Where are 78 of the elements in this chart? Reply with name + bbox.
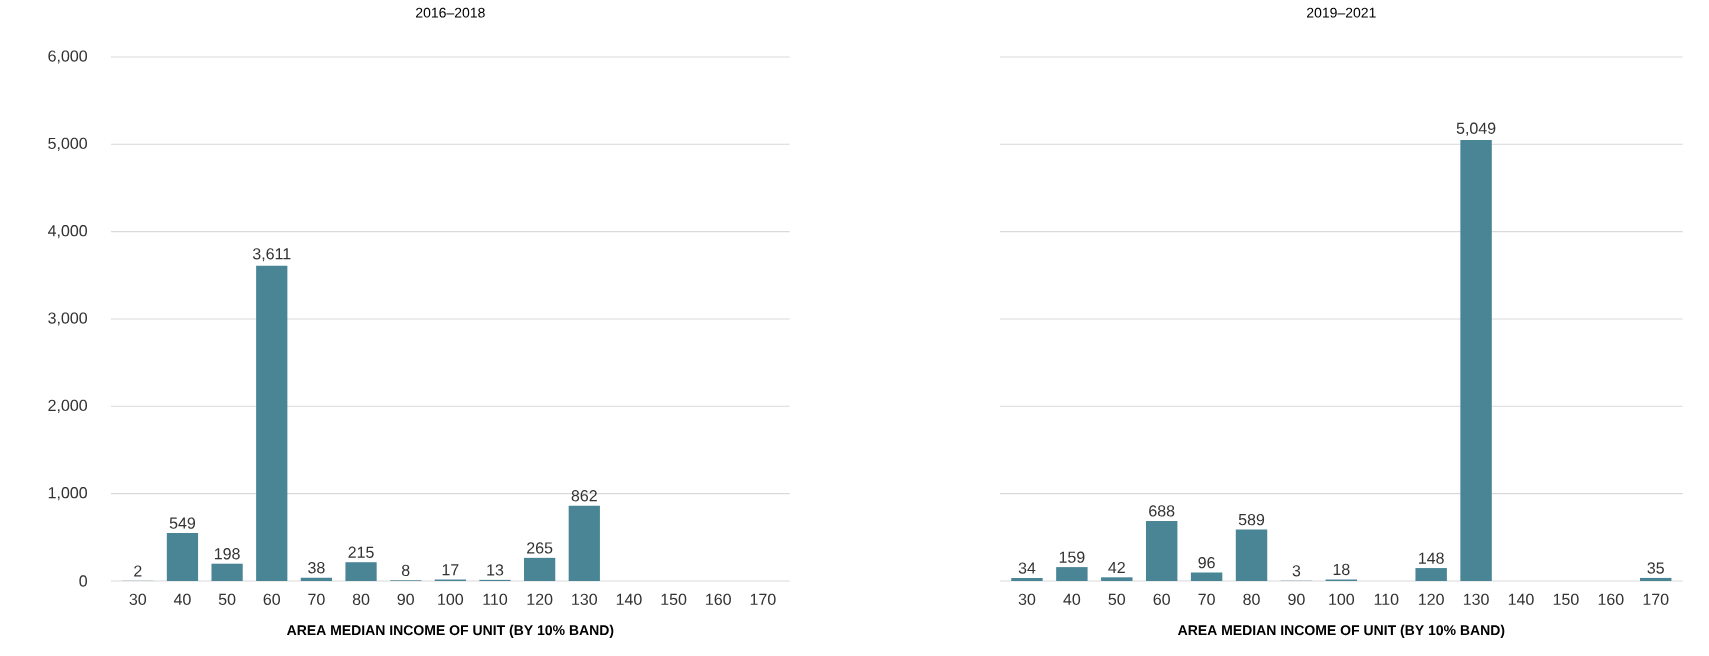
x-tick-label: 90 [397, 593, 414, 606]
x-tick-label: 170 [1643, 593, 1669, 606]
x-tick-label: 110 [1374, 593, 1399, 606]
data-label: 549 [169, 517, 196, 529]
bar [1011, 578, 1043, 581]
bar [568, 505, 600, 581]
bar [1235, 529, 1268, 581]
x-axis-title: AREA MEDIAN INCOME OF UNIT (BY 10% BAND) [1177, 624, 1505, 638]
x-tick-label: 140 [1508, 593, 1534, 606]
data-label: 215 [348, 546, 374, 558]
x-tick-label: 40 [1063, 593, 1081, 606]
x-axis-title: AREA MEDIAN INCOME OF UNIT (BY 10% BAND) [286, 624, 614, 638]
bar [1145, 520, 1178, 581]
x-tick-label: 120 [527, 593, 553, 606]
data-label: 17 [442, 564, 459, 576]
data-label: 5,049 [1456, 122, 1496, 136]
x-tick-label: 50 [218, 593, 236, 606]
y-tick-label: 2,000 [48, 399, 88, 413]
y-tick-label: 6,000 [48, 50, 88, 64]
data-label: 42 [1108, 561, 1125, 574]
x-tick-label: 30 [129, 593, 147, 606]
data-label: 2 [134, 565, 142, 577]
x-tick-label: 110 [483, 593, 508, 606]
bar [1460, 140, 1492, 581]
y-tick-label: 3,000 [48, 312, 88, 326]
chart-title: 2019–2021 [1307, 7, 1376, 18]
x-tick-label: 130 [1463, 593, 1489, 606]
x-tick-label: 120 [1419, 593, 1444, 606]
data-label: 688 [1149, 505, 1175, 517]
data-label: 34 [1018, 562, 1036, 574]
bar [1640, 577, 1672, 581]
data-label: 265 [527, 542, 553, 554]
data-label: 13 [487, 564, 504, 576]
data-label: 18 [1333, 563, 1350, 576]
data-label: 38 [308, 562, 325, 574]
data-label: 35 [1647, 562, 1664, 574]
chart-title: 2016–2018 [416, 7, 485, 18]
bar [166, 533, 199, 581]
x-tick-label: 40 [173, 593, 191, 606]
bar [1101, 577, 1133, 581]
x-tick-label: 60 [263, 593, 281, 606]
bar [524, 557, 556, 581]
y-tick-label: 5,000 [48, 137, 88, 151]
bar [1415, 568, 1447, 581]
x-tick-label: 80 [352, 593, 370, 606]
data-label: 3 [1292, 565, 1301, 577]
x-tick-label: 100 [1329, 593, 1355, 606]
bar [256, 265, 288, 581]
x-tick-label: 170 [750, 593, 776, 606]
data-label: 862 [571, 490, 597, 502]
data-label: 589 [1238, 513, 1265, 526]
bar [1056, 567, 1088, 581]
y-tick-label: 4,000 [47, 225, 88, 239]
x-tick-label: 70 [1198, 593, 1215, 606]
x-tick-label: 30 [1018, 593, 1036, 606]
x-tick-label: 60 [1153, 593, 1170, 606]
x-tick-label: 50 [1108, 593, 1126, 606]
data-label: 3,611 [252, 248, 291, 262]
x-tick-label: 70 [308, 593, 325, 606]
x-tick-label: 150 [661, 593, 687, 606]
data-label: 198 [214, 548, 240, 560]
y-tick-label: 0 [79, 575, 88, 587]
x-tick-label: 90 [1288, 593, 1305, 606]
bar [211, 563, 243, 581]
bar [1190, 572, 1223, 581]
x-tick-label: 150 [1553, 593, 1579, 606]
y-tick-label: 1,000 [48, 487, 88, 501]
x-tick-label: 140 [616, 593, 642, 606]
data-label: 96 [1198, 557, 1215, 569]
data-label: 159 [1059, 551, 1085, 563]
x-tick-label: 160 [706, 593, 731, 606]
x-tick-label: 100 [438, 593, 464, 606]
x-tick-label: 80 [1243, 593, 1260, 606]
x-tick-label: 130 [572, 593, 598, 606]
data-label: 148 [1419, 552, 1444, 564]
data-label: 8 [401, 564, 410, 577]
x-tick-label: 160 [1598, 593, 1624, 606]
bar [345, 562, 377, 581]
